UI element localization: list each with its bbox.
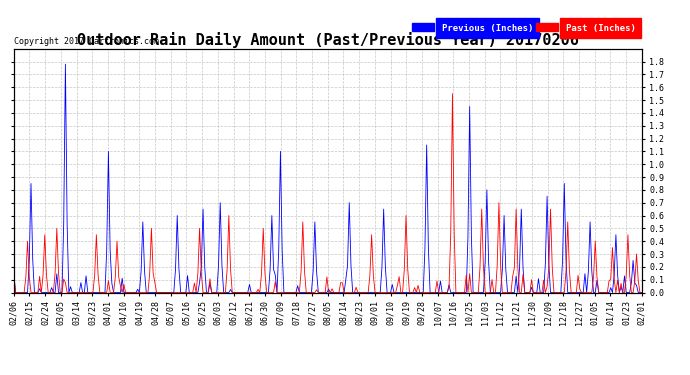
Legend: Previous (Inches), Past (Inches): Previous (Inches), Past (Inches): [410, 22, 637, 34]
Title: Outdoor Rain Daily Amount (Past/Previous Year) 20170206: Outdoor Rain Daily Amount (Past/Previous…: [77, 32, 579, 48]
Text: Copyright 2017 Cartronics.com: Copyright 2017 Cartronics.com: [14, 38, 159, 46]
